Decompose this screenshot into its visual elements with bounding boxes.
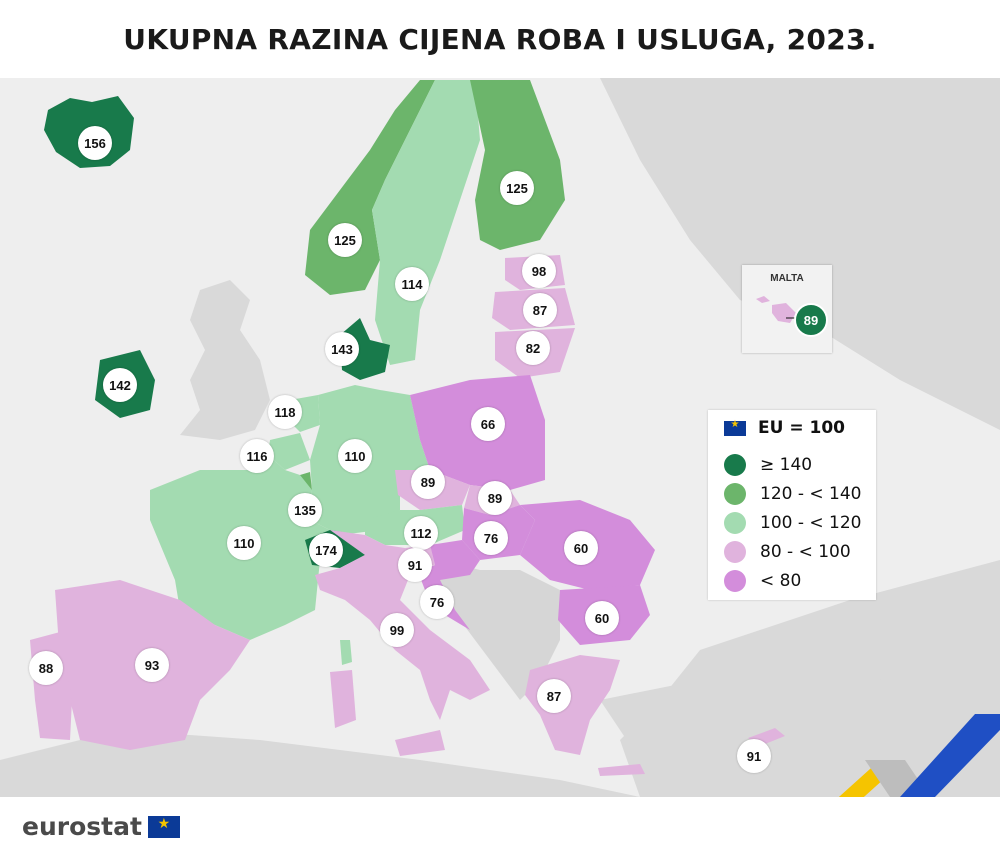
value-czechia: 89	[411, 465, 445, 499]
legend-item: 100 - < 120	[724, 512, 862, 534]
value-spain: 93	[135, 648, 169, 682]
legend-item: 120 - < 140	[724, 483, 862, 505]
legend-swatch	[724, 541, 746, 563]
value-norway: 125	[328, 223, 362, 257]
legend-swatch	[724, 512, 746, 534]
sicily-shape	[395, 730, 445, 756]
brand-name: eurostat	[22, 812, 142, 841]
value-austria: 112	[404, 516, 438, 550]
value-switzerland: 174	[309, 533, 343, 567]
value-bulgaria: 60	[585, 601, 619, 635]
land-uk	[180, 280, 270, 440]
malta-inset-title: MALTA	[770, 273, 804, 284]
value-cyprus: 91	[737, 739, 771, 773]
legend-reference: EU = 100	[758, 418, 845, 438]
eurostat-logo: eurostat	[22, 812, 180, 841]
value-greece: 87	[537, 679, 571, 713]
value-netherlands: 118	[268, 395, 302, 429]
legend-header: EU = 100	[724, 418, 845, 438]
croatia-shape	[418, 540, 480, 630]
value-italy: 99	[380, 613, 414, 647]
value-malta: 89	[794, 303, 828, 337]
legend-item: 80 - < 100	[724, 541, 851, 563]
legend-swatch	[724, 454, 746, 476]
value-france: 110	[227, 526, 261, 560]
value-poland: 66	[471, 407, 505, 441]
map-area: 156 125 114 125 98 87 82 143 142 118 116…	[0, 78, 1000, 797]
legend-label: 80 - < 100	[760, 542, 851, 562]
finland-shape	[470, 80, 565, 250]
value-hungary: 76	[474, 521, 508, 555]
value-estonia: 98	[522, 254, 556, 288]
malta-island	[756, 296, 796, 323]
value-luxembourg: 135	[288, 493, 322, 527]
value-latvia: 87	[523, 293, 557, 327]
legend-label: < 80	[760, 571, 802, 591]
value-lithuania: 82	[516, 331, 550, 365]
legend-label: ≥ 140	[760, 455, 813, 475]
value-iceland: 156	[78, 126, 112, 160]
crete-shape	[598, 764, 645, 776]
value-romania: 60	[564, 531, 598, 565]
legend-item: < 80	[724, 570, 801, 592]
value-belgium: 116	[240, 439, 274, 473]
value-ireland: 142	[103, 368, 137, 402]
corsica-shape	[340, 640, 352, 665]
legend: EU = 100 ≥ 140 120 - < 140 100 - < 120 8…	[708, 410, 876, 600]
land-balkans	[440, 560, 560, 700]
ribbon-blue	[900, 714, 1000, 797]
land-east	[520, 78, 1000, 797]
legend-swatch	[724, 570, 746, 592]
value-slovakia: 89	[478, 481, 512, 515]
belgium-shape	[268, 433, 310, 470]
sardinia-shape	[330, 670, 356, 728]
value-denmark: 143	[325, 332, 359, 366]
legend-label: 120 - < 140	[760, 484, 862, 504]
eu-flag-icon	[147, 815, 180, 838]
land-africa	[0, 730, 640, 797]
value-slovenia: 91	[398, 548, 432, 582]
eu-flag-icon	[724, 419, 746, 436]
legend-label: 100 - < 120	[760, 513, 862, 533]
malta-inset: MALTA 89	[742, 265, 832, 353]
value-croatia: 76	[420, 585, 454, 619]
legend-item: ≥ 140	[724, 454, 812, 476]
value-sweden: 114	[395, 267, 429, 301]
denmark-shape	[340, 318, 390, 380]
map-title: UKUPNA RAZINA CIJENA ROBA I USLUGA, 2023…	[123, 22, 877, 56]
value-portugal: 88	[29, 651, 63, 685]
value-germany: 110	[338, 439, 372, 473]
value-finland: 125	[500, 171, 534, 205]
legend-swatch	[724, 483, 746, 505]
